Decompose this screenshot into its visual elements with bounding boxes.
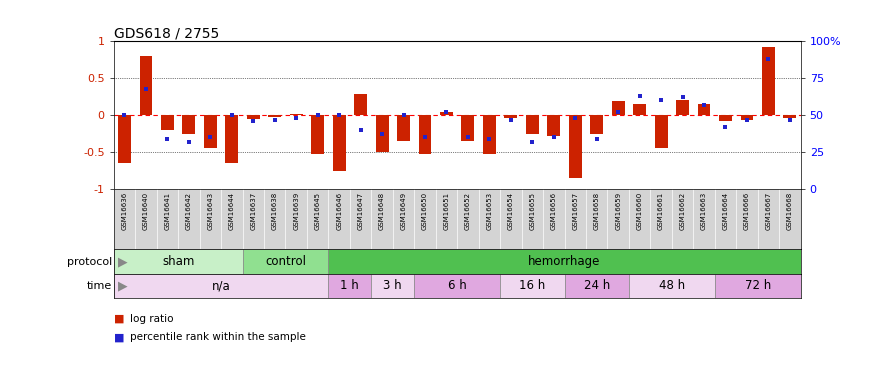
Text: GSM16666: GSM16666 <box>744 192 750 230</box>
Text: 24 h: 24 h <box>584 279 610 292</box>
Text: GSM16659: GSM16659 <box>615 192 621 230</box>
Bar <box>114 274 328 298</box>
Bar <box>226 115 238 163</box>
Text: protocol: protocol <box>66 256 112 267</box>
Bar <box>118 115 131 163</box>
Text: 6 h: 6 h <box>448 279 466 292</box>
Text: GSM16661: GSM16661 <box>658 192 664 230</box>
Bar <box>654 115 668 148</box>
Bar <box>328 249 801 274</box>
Bar <box>612 101 625 115</box>
Text: sham: sham <box>162 255 194 268</box>
Text: GSM16656: GSM16656 <box>550 192 556 230</box>
Bar <box>715 274 801 298</box>
Bar <box>719 115 732 121</box>
Text: GSM16645: GSM16645 <box>315 192 320 230</box>
Bar <box>762 47 775 115</box>
Bar <box>183 115 195 134</box>
Bar <box>269 115 281 117</box>
Text: hemorrhage: hemorrhage <box>528 255 601 268</box>
Bar <box>564 274 629 298</box>
Text: n/a: n/a <box>212 279 230 292</box>
Text: GSM16655: GSM16655 <box>529 192 536 230</box>
Text: GSM16667: GSM16667 <box>766 192 772 230</box>
Bar <box>629 274 715 298</box>
Text: GSM16668: GSM16668 <box>787 192 793 230</box>
Text: GSM16657: GSM16657 <box>572 192 578 230</box>
Bar <box>397 115 410 141</box>
Text: GSM16642: GSM16642 <box>186 192 192 230</box>
Text: GSM16658: GSM16658 <box>594 192 599 230</box>
Text: control: control <box>265 255 306 268</box>
Bar <box>204 115 217 148</box>
Bar <box>354 94 367 115</box>
Bar <box>504 115 517 118</box>
Bar <box>332 115 346 171</box>
Text: GSM16638: GSM16638 <box>272 192 277 230</box>
Text: GSM16654: GSM16654 <box>507 192 514 230</box>
Text: GSM16639: GSM16639 <box>293 192 299 230</box>
Text: 72 h: 72 h <box>745 279 771 292</box>
Bar <box>461 115 474 141</box>
Bar <box>483 115 496 153</box>
Bar <box>290 114 303 115</box>
Text: GSM16650: GSM16650 <box>422 192 428 230</box>
Bar <box>740 115 753 120</box>
Text: GSM16640: GSM16640 <box>143 192 149 230</box>
Text: GSM16641: GSM16641 <box>164 192 171 230</box>
Text: GSM16644: GSM16644 <box>228 192 234 230</box>
Text: GSM16660: GSM16660 <box>637 192 642 230</box>
Text: GSM16643: GSM16643 <box>207 192 214 230</box>
Bar <box>242 249 328 274</box>
Text: GSM16637: GSM16637 <box>250 192 256 230</box>
Text: log ratio: log ratio <box>130 314 173 324</box>
Text: GSM16648: GSM16648 <box>379 192 385 230</box>
Text: GSM16636: GSM16636 <box>122 192 128 230</box>
Bar <box>371 274 414 298</box>
Bar <box>418 115 431 153</box>
Text: GSM16662: GSM16662 <box>680 192 686 230</box>
Text: ▶: ▶ <box>118 255 128 268</box>
Bar <box>526 115 539 134</box>
Bar <box>500 274 564 298</box>
Bar <box>440 112 453 115</box>
Text: GSM16647: GSM16647 <box>358 192 364 230</box>
Text: GSM16664: GSM16664 <box>723 192 729 230</box>
Bar <box>375 115 388 152</box>
Text: ▶: ▶ <box>118 279 128 292</box>
Bar <box>161 115 174 130</box>
Bar <box>676 100 689 115</box>
Bar <box>114 249 242 274</box>
Bar <box>591 115 603 134</box>
Text: GSM16652: GSM16652 <box>465 192 471 230</box>
Bar <box>247 115 260 119</box>
Text: 48 h: 48 h <box>659 279 685 292</box>
Bar <box>414 274 500 298</box>
Bar <box>328 274 371 298</box>
Bar <box>312 115 324 153</box>
Text: GSM16663: GSM16663 <box>701 192 707 230</box>
Text: ■: ■ <box>114 314 124 324</box>
Text: 3 h: 3 h <box>383 279 402 292</box>
Text: time: time <box>87 281 112 291</box>
Text: GSM16649: GSM16649 <box>401 192 407 230</box>
Bar <box>634 104 646 115</box>
Bar <box>139 56 152 115</box>
Text: GSM16653: GSM16653 <box>487 192 493 230</box>
Bar <box>548 115 560 136</box>
Text: percentile rank within the sample: percentile rank within the sample <box>130 333 305 342</box>
Text: GSM16651: GSM16651 <box>444 192 450 230</box>
Bar <box>783 115 796 118</box>
Bar <box>697 104 710 115</box>
Text: 16 h: 16 h <box>519 279 545 292</box>
Text: GDS618 / 2755: GDS618 / 2755 <box>114 26 219 40</box>
Text: GSM16646: GSM16646 <box>336 192 342 230</box>
Bar <box>569 115 582 178</box>
Text: 1 h: 1 h <box>340 279 360 292</box>
Text: ■: ■ <box>114 333 124 342</box>
